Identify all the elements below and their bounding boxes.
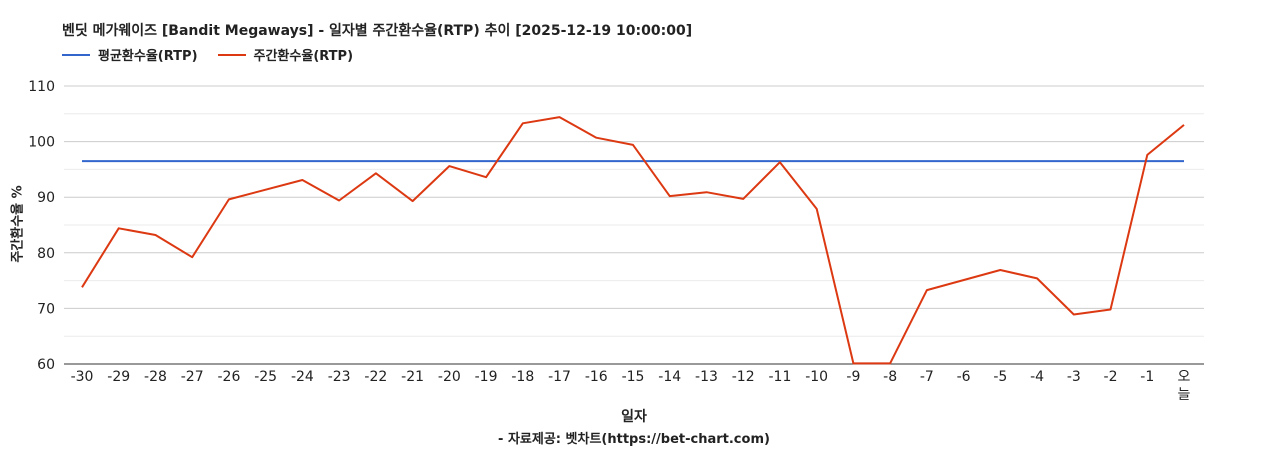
x-tick-label: -12 bbox=[732, 369, 755, 385]
y-tick-label: 90 bbox=[37, 190, 55, 206]
x-tick-label: -18 bbox=[511, 369, 534, 385]
series-line-weekly bbox=[81, 116, 1185, 365]
legend-item-average: 평균환수율(RTP) bbox=[62, 45, 198, 64]
legend-swatch-weekly bbox=[217, 53, 246, 56]
x-tick-label: -1 bbox=[1140, 369, 1154, 385]
x-tick-label: -21 bbox=[401, 369, 424, 385]
y-axis-label: 주간환수율 % bbox=[10, 185, 26, 263]
x-tick-label: -25 bbox=[254, 369, 277, 385]
x-tick-label: -16 bbox=[585, 369, 608, 385]
x-tick-label: -30 bbox=[71, 369, 94, 385]
y-tick-label: 60 bbox=[37, 357, 55, 373]
legend-swatch-average bbox=[62, 53, 90, 56]
x-tick-label: -9 bbox=[846, 369, 860, 385]
chart-title: 벤딧 메가웨이즈 [Bandit Megaways] - 일자별 주간환수율(R… bbox=[62, 23, 693, 39]
x-tick-label: -17 bbox=[548, 369, 571, 385]
x-tick-label: -3 bbox=[1067, 369, 1081, 385]
x-tick-label: -11 bbox=[768, 369, 791, 385]
x-tick-label: -22 bbox=[364, 369, 387, 385]
x-tick-label: -29 bbox=[107, 369, 130, 385]
y-tick-label: 80 bbox=[37, 246, 55, 262]
x-tick-label: -14 bbox=[658, 369, 681, 385]
legend-label-average: 평균환수율(RTP) bbox=[98, 49, 198, 64]
x-tick-label: -6 bbox=[957, 369, 971, 385]
source-credit: - 자료제공: 벳차트(https://bet-chart.com) bbox=[498, 432, 770, 447]
y-tick-label: 110 bbox=[28, 79, 55, 95]
x-tick-label: 오 bbox=[1178, 369, 1191, 385]
x-tick-label: -5 bbox=[993, 369, 1007, 385]
x-tick-label: -20 bbox=[438, 369, 461, 385]
x-tick-label: -27 bbox=[181, 369, 204, 385]
x-tick-label: -7 bbox=[920, 369, 934, 385]
x-tick-label: -2 bbox=[1104, 369, 1118, 385]
x-tick-label: -15 bbox=[622, 369, 645, 385]
legend-label-weekly: 주간환수율(RTP) bbox=[253, 49, 354, 64]
x-tick-label: 늘 bbox=[1178, 387, 1191, 403]
legend-item-weekly: 주간환수율(RTP) bbox=[217, 45, 354, 64]
x-tick-label: -10 bbox=[805, 369, 828, 385]
y-tick-label: 100 bbox=[28, 135, 55, 151]
x-tick-label: -13 bbox=[695, 369, 718, 385]
x-tick-label: -28 bbox=[144, 369, 167, 385]
x-axis-label: 일자 bbox=[621, 409, 647, 425]
x-tick-label: -26 bbox=[217, 369, 240, 385]
x-tick-label: -23 bbox=[328, 369, 351, 385]
x-tick-label: -24 bbox=[291, 369, 314, 385]
x-tick-label: -4 bbox=[1030, 369, 1044, 385]
x-tick-label: -19 bbox=[475, 369, 498, 385]
x-tick-label: -8 bbox=[883, 369, 897, 385]
y-tick-label: 70 bbox=[37, 301, 55, 317]
legend: 평균환수율(RTP) 주간환수율(RTP) bbox=[62, 45, 373, 64]
